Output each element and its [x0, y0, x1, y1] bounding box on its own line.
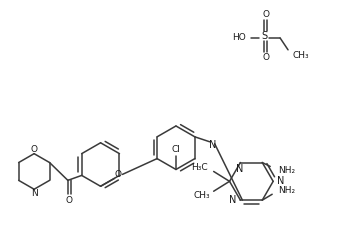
Text: NH₂: NH₂: [278, 186, 295, 195]
Text: O: O: [31, 145, 38, 154]
Text: N: N: [31, 189, 38, 198]
Text: N: N: [209, 140, 216, 150]
Text: O: O: [262, 53, 269, 62]
Text: N: N: [277, 176, 285, 186]
Text: O: O: [66, 196, 73, 205]
Text: CH₃: CH₃: [193, 191, 210, 200]
Text: H₃C: H₃C: [191, 163, 208, 172]
Text: O: O: [262, 10, 269, 19]
Text: Cl: Cl: [172, 145, 180, 154]
Text: N: N: [236, 165, 243, 174]
Text: CH₃: CH₃: [292, 51, 308, 60]
Text: O: O: [115, 170, 122, 179]
Text: HO: HO: [232, 34, 246, 42]
Text: N: N: [229, 195, 236, 205]
Text: NH₂: NH₂: [278, 166, 295, 175]
Text: S: S: [261, 31, 267, 41]
